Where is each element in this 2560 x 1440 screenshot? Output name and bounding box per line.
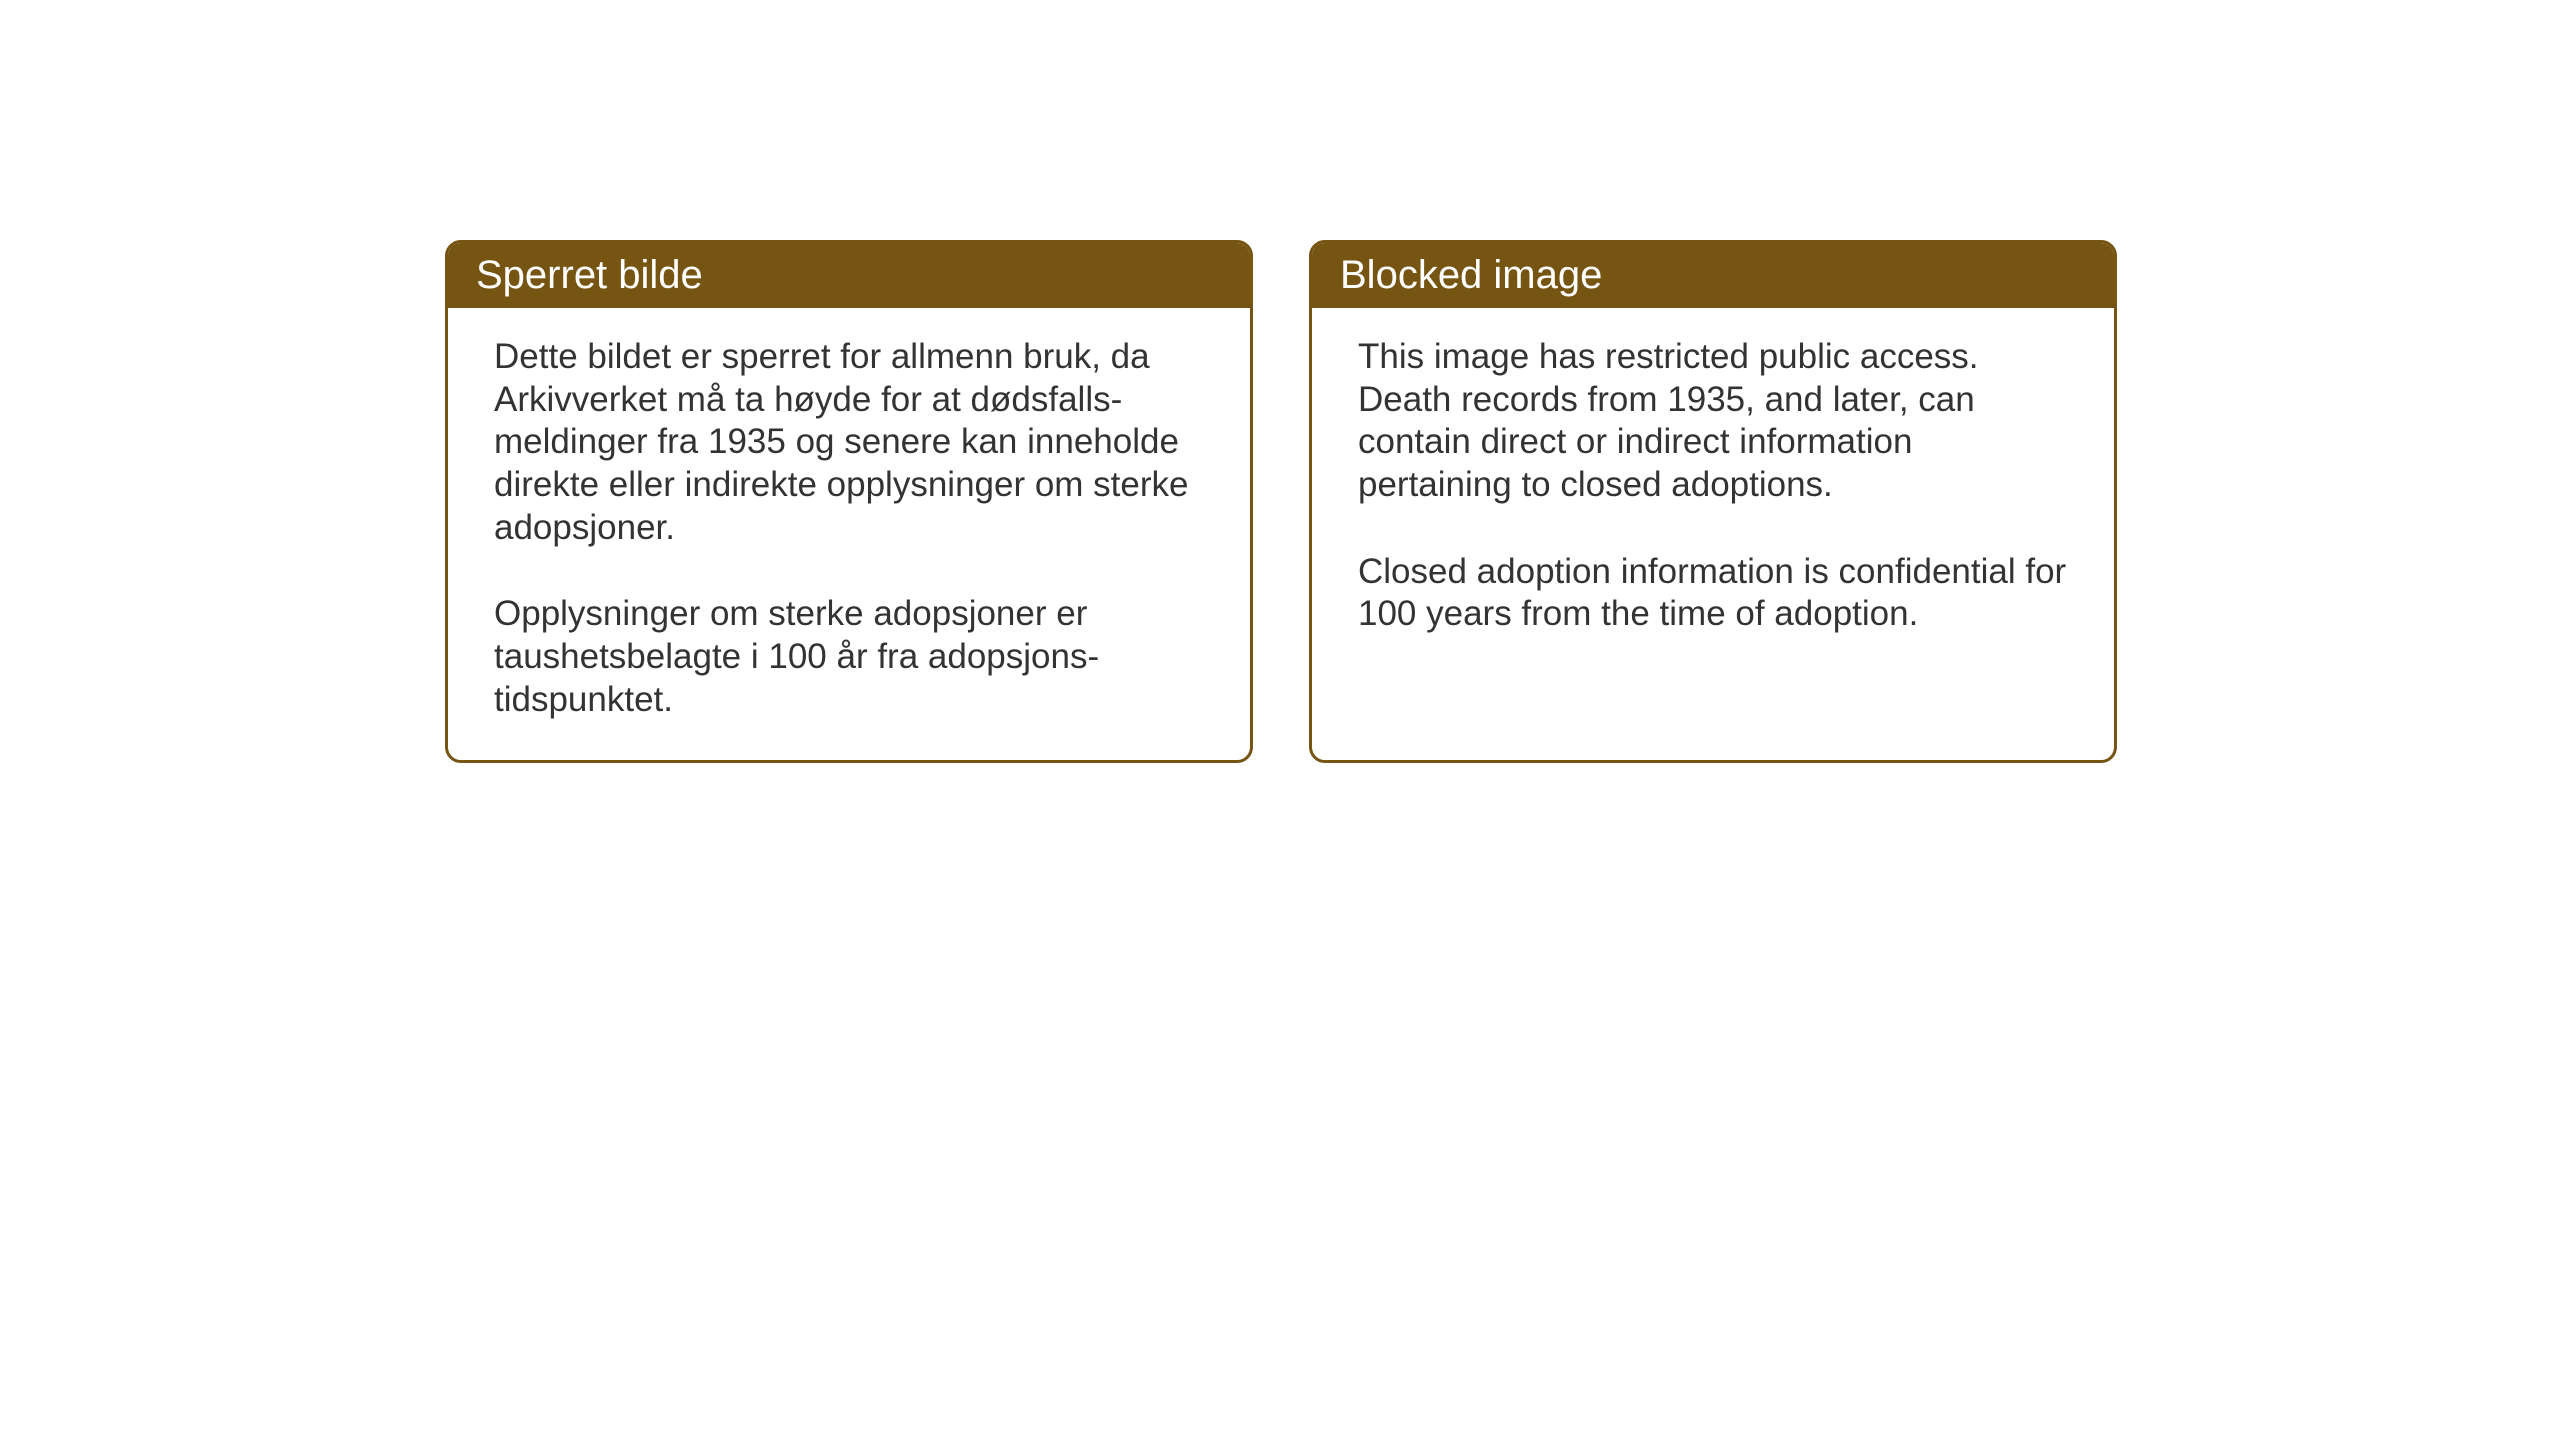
cards-container: Sperret bilde Dette bildet er sperret fo…	[445, 240, 2117, 763]
card-header-english: Blocked image	[1312, 243, 2114, 308]
card-title: Sperret bilde	[476, 253, 703, 297]
card-paragraph: Closed adoption information is confident…	[1358, 551, 2068, 636]
card-paragraph: Dette bildet er sperret for allmenn bruk…	[494, 336, 1204, 549]
card-body-norwegian: Dette bildet er sperret for allmenn bruk…	[448, 308, 1250, 760]
card-paragraph: This image has restricted public access.…	[1358, 336, 2068, 507]
card-body-english: This image has restricted public access.…	[1312, 308, 2114, 674]
card-title: Blocked image	[1340, 253, 1602, 297]
card-english: Blocked image This image has restricted …	[1309, 240, 2117, 763]
card-header-norwegian: Sperret bilde	[448, 243, 1250, 308]
card-paragraph: Opplysninger om sterke adopsjoner er tau…	[494, 593, 1204, 721]
card-norwegian: Sperret bilde Dette bildet er sperret fo…	[445, 240, 1253, 763]
